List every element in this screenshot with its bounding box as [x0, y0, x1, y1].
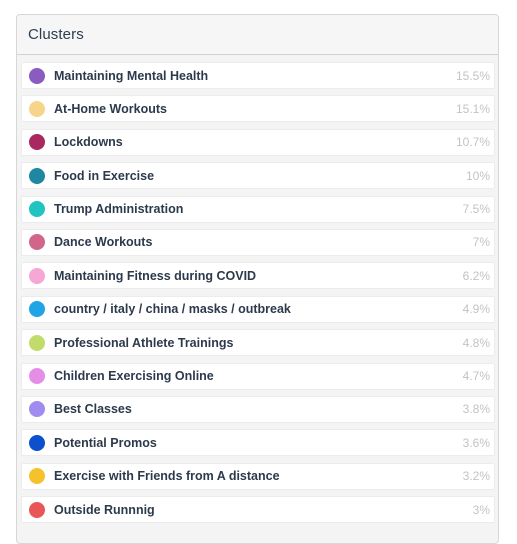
cluster-color-dot [29, 234, 45, 251]
cluster-percent: 7.5% [462, 202, 490, 217]
cluster-percent: 7% [472, 235, 490, 250]
cluster-color-dot [29, 434, 45, 451]
cluster-label: Maintaining Mental Health [54, 68, 209, 83]
cluster-color-dot [29, 267, 45, 284]
cluster-row-children-exercising-online[interactable]: Children Exercising Online 4.7% [21, 362, 495, 390]
cluster-row-dance-workouts[interactable]: Dance Workouts 7% [21, 228, 495, 256]
cluster-row-at-home-workouts[interactable]: At-Home Workouts 15.1% [21, 95, 495, 123]
cluster-percent: 15.5% [455, 68, 490, 83]
cluster-percent: 4.9% [462, 302, 490, 317]
cluster-label: country / italy / china / masks / outbre… [54, 302, 291, 317]
cluster-label: Food in Exercise [54, 168, 155, 183]
panel-header: Clusters [17, 15, 498, 55]
cluster-row-lockdowns[interactable]: Lockdowns 10.7% [21, 128, 495, 156]
cluster-percent: 4.8% [462, 335, 490, 350]
cluster-label: Lockdowns [54, 135, 123, 150]
cluster-label: Trump Administration [54, 202, 184, 217]
cluster-row-country-italy-china-masks-outbreak[interactable]: country / italy / china / masks / outbre… [21, 295, 495, 323]
cluster-label: Children Exercising Online [54, 369, 214, 384]
cluster-percent: 3% [472, 502, 490, 517]
cluster-label: Maintaining Fitness during COVID [54, 268, 257, 283]
cluster-color-dot [29, 334, 45, 351]
cluster-row-exercise-with-friends[interactable]: Exercise with Friends from A distance 3.… [21, 462, 495, 490]
cluster-label: Outside Runnnig [54, 502, 155, 517]
cluster-percent: 10.7% [455, 135, 490, 150]
cluster-percent: 6.2% [462, 268, 490, 283]
panel-title: Clusters [28, 26, 84, 43]
cluster-color-dot [29, 468, 45, 485]
cluster-row-professional-athlete-trainings[interactable]: Professional Athlete Trainings 4.8% [21, 329, 495, 357]
cluster-color-dot [29, 368, 45, 385]
cluster-percent: 3.2% [462, 469, 490, 484]
cluster-percent: 3.6% [462, 435, 490, 450]
cluster-label: Potential Promos [54, 435, 157, 450]
cluster-percent: 4.7% [462, 369, 490, 384]
cluster-list: Maintaining Mental Health 15.5% At-Home … [21, 62, 495, 529]
cluster-row-food-in-exercise[interactable]: Food in Exercise 10% [21, 162, 495, 190]
cluster-color-dot [29, 301, 45, 318]
cluster-row-maintaining-mental-health[interactable]: Maintaining Mental Health 15.5% [21, 62, 495, 89]
cluster-row-maintaining-fitness-during-covid[interactable]: Maintaining Fitness during COVID 6.2% [21, 262, 495, 290]
clusters-panel: Clusters Maintaining Mental Health 15.5%… [16, 14, 499, 544]
cluster-row-outside-running[interactable]: Outside Runnnig 3% [21, 496, 495, 524]
cluster-percent: 10% [465, 168, 490, 183]
cluster-color-dot [29, 201, 45, 218]
cluster-label: Best Classes [54, 402, 132, 417]
cluster-color-dot [29, 501, 45, 518]
cluster-color-dot [29, 167, 45, 184]
cluster-label: Dance Workouts [54, 235, 153, 250]
cluster-color-dot [29, 67, 45, 84]
cluster-percent: 15.1% [455, 101, 490, 116]
cluster-row-potential-promos[interactable]: Potential Promos 3.6% [21, 429, 495, 457]
cluster-percent: 3.8% [462, 402, 490, 417]
cluster-label: Professional Athlete Trainings [54, 335, 234, 350]
cluster-color-dot [29, 134, 45, 151]
cluster-color-dot [29, 401, 45, 418]
cluster-row-trump-administration[interactable]: Trump Administration 7.5% [21, 195, 495, 223]
cluster-label: At-Home Workouts [54, 101, 167, 116]
cluster-color-dot [29, 100, 45, 117]
cluster-row-best-classes[interactable]: Best Classes 3.8% [21, 395, 495, 423]
cluster-label: Exercise with Friends from A distance [54, 469, 280, 484]
